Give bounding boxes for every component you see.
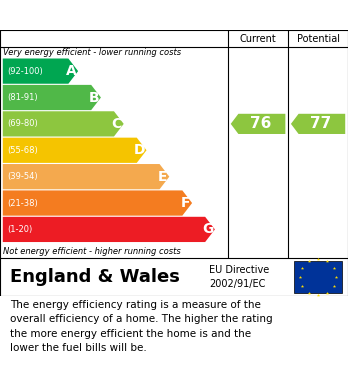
Text: The energy efficiency rating is a measure of the
overall efficiency of a home. T: The energy efficiency rating is a measur… bbox=[10, 300, 273, 353]
Text: C: C bbox=[112, 117, 122, 131]
Text: (81-91): (81-91) bbox=[8, 93, 38, 102]
Text: (92-100): (92-100) bbox=[8, 66, 44, 75]
Text: England & Wales: England & Wales bbox=[10, 268, 180, 286]
Text: G: G bbox=[202, 222, 213, 237]
Text: B: B bbox=[88, 90, 99, 104]
Polygon shape bbox=[231, 114, 285, 134]
Text: (55-68): (55-68) bbox=[8, 146, 38, 155]
Text: EU Directive
2002/91/EC: EU Directive 2002/91/EC bbox=[209, 265, 269, 289]
Text: (1-20): (1-20) bbox=[8, 225, 33, 234]
Text: D: D bbox=[133, 143, 145, 157]
Polygon shape bbox=[3, 138, 147, 163]
Polygon shape bbox=[3, 111, 124, 136]
Text: 76: 76 bbox=[250, 117, 271, 131]
Text: 77: 77 bbox=[310, 117, 331, 131]
Text: Current: Current bbox=[240, 34, 276, 43]
Text: Not energy efficient - higher running costs: Not energy efficient - higher running co… bbox=[3, 247, 181, 256]
Polygon shape bbox=[3, 164, 169, 189]
Polygon shape bbox=[291, 114, 345, 134]
Text: A: A bbox=[66, 64, 76, 78]
Text: Potential: Potential bbox=[296, 34, 340, 43]
Polygon shape bbox=[3, 217, 215, 242]
Polygon shape bbox=[3, 190, 192, 216]
Text: Very energy efficient - lower running costs: Very energy efficient - lower running co… bbox=[3, 48, 182, 57]
Polygon shape bbox=[3, 59, 78, 84]
Text: (69-80): (69-80) bbox=[8, 119, 38, 128]
Text: Energy Efficiency Rating: Energy Efficiency Rating bbox=[10, 6, 239, 24]
FancyBboxPatch shape bbox=[294, 261, 342, 293]
Text: (21-38): (21-38) bbox=[8, 199, 38, 208]
Text: E: E bbox=[158, 170, 167, 184]
Text: (39-54): (39-54) bbox=[8, 172, 38, 181]
Text: F: F bbox=[181, 196, 190, 210]
Polygon shape bbox=[3, 85, 101, 110]
